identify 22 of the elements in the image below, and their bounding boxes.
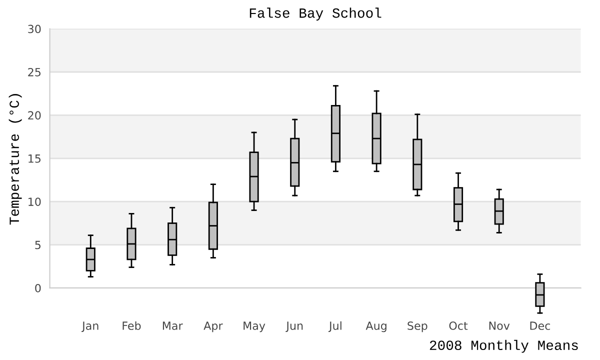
chart-title: False Bay School bbox=[250, 8, 382, 21]
y-tick-label: 20 bbox=[28, 111, 41, 120]
x-tick-label: Nov bbox=[489, 322, 510, 330]
y-tick-label: 30 bbox=[28, 24, 41, 34]
x-tick-label: Oct bbox=[449, 322, 468, 330]
x-tick-label: Feb bbox=[122, 321, 141, 330]
x-tick-label: Aug bbox=[366, 322, 386, 332]
x-tick-label: Sep bbox=[408, 322, 428, 332]
x-axis-title: 2008 Monthly Means bbox=[430, 340, 578, 353]
y-axis-title: Temperature (°C) bbox=[8, 94, 22, 225]
y-tick-label: 25 bbox=[28, 68, 40, 76]
x-tick-label: May bbox=[244, 322, 266, 332]
y-tick-label: 10 bbox=[28, 198, 41, 206]
x-tick-label: Dec bbox=[530, 322, 550, 330]
y-tick-label: 5 bbox=[35, 240, 40, 250]
y-tick-label: 0 bbox=[35, 284, 41, 292]
x-tick-label: Apr bbox=[204, 322, 223, 332]
x-tick-label: Jan bbox=[82, 322, 98, 332]
x-tick-label: Mar bbox=[162, 322, 183, 330]
y-tick-label: 15 bbox=[28, 154, 40, 163]
x-tick-label: Jun bbox=[286, 322, 303, 332]
x-tick-label: Jul bbox=[328, 321, 342, 332]
